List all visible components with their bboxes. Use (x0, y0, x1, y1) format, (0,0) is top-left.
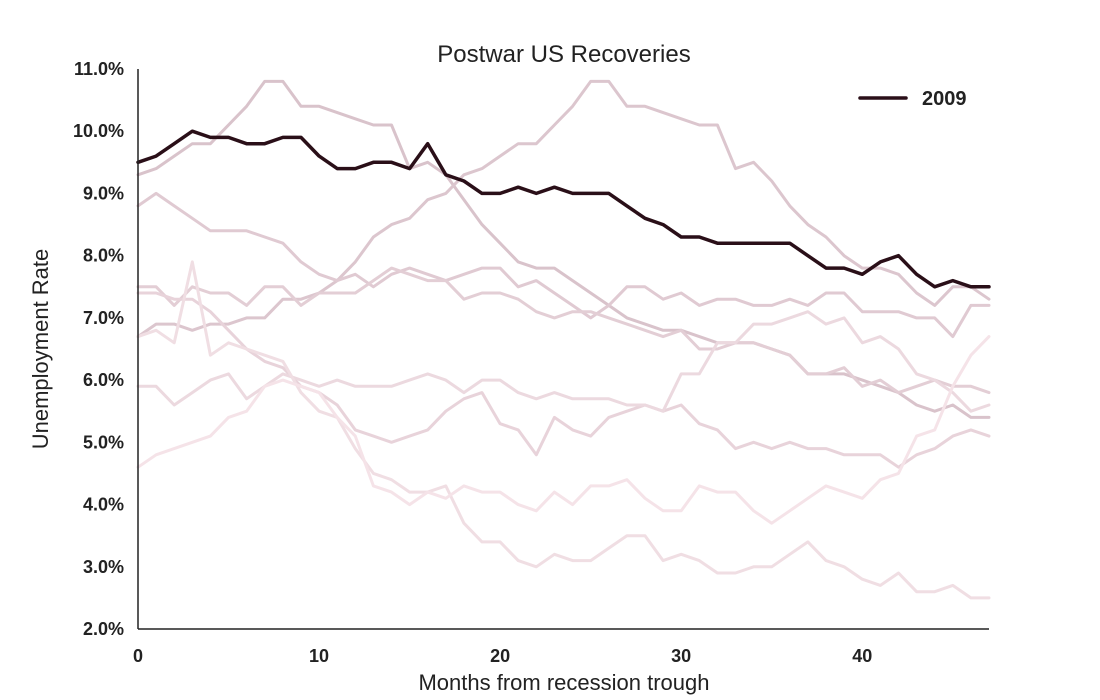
series-layer (136, 79, 991, 600)
y-tick-label: 4.0% (83, 495, 124, 515)
series-line-background (136, 79, 991, 339)
y-axis-label: Unemployment Rate (28, 249, 53, 450)
x-tick-label: 10 (309, 646, 329, 666)
series-line-background (136, 260, 991, 600)
series-line-background (136, 79, 991, 419)
series-line-background (136, 191, 991, 339)
series-line-background (136, 291, 991, 469)
y-tick-label: 7.0% (83, 308, 124, 328)
x-tick-labels: 0 10 20 30 40 (133, 646, 872, 666)
x-tick-label: 30 (671, 646, 691, 666)
y-tick-label: 11.0% (74, 59, 124, 79)
x-tick-label: 40 (852, 646, 872, 666)
legend: 2009 (858, 88, 967, 110)
y-tick-label: 6.0% (83, 370, 124, 390)
chart-title: Postwar US Recoveries (437, 41, 690, 68)
series-line-2009 (136, 129, 991, 289)
x-tick-label: 0 (133, 646, 143, 666)
y-tick-label: 10.0% (73, 121, 124, 141)
y-tick-labels: 2.0% 3.0% 4.0% 5.0% 6.0% 7.0% 8.0% 9.0% 10.0% 11.… (73, 59, 124, 639)
x-tick-label: 20 (490, 646, 510, 666)
y-tick-label: 5.0% (83, 432, 124, 452)
y-tick-label: 2.0% (83, 619, 124, 639)
legend-label-2009: 2009 (922, 88, 967, 110)
y-tick-label: 8.0% (83, 246, 124, 266)
y-tick-label: 3.0% (83, 557, 124, 577)
series-line-background (136, 310, 991, 413)
x-axis-label: Months from recession trough (418, 670, 709, 695)
series-line-background (136, 266, 991, 395)
y-tick-label: 9.0% (83, 183, 124, 203)
series-line-background (136, 335, 991, 525)
